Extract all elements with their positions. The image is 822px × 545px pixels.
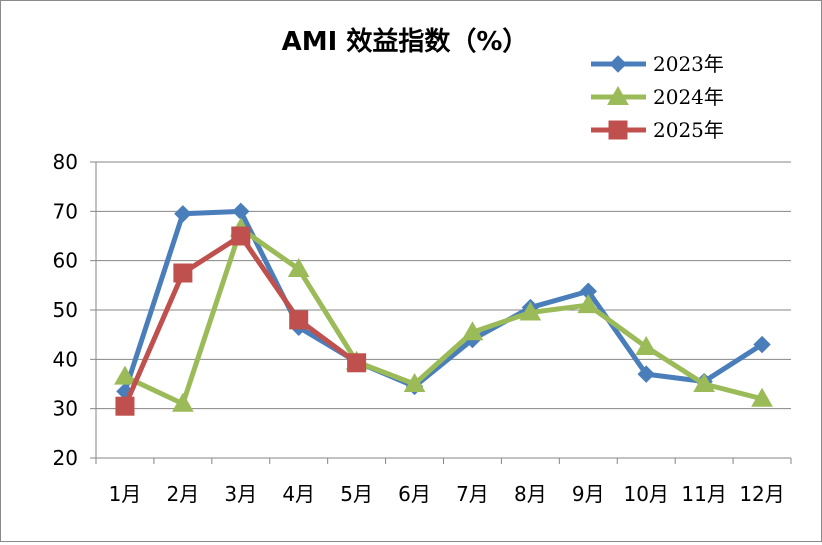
y-tick-label: 70 bbox=[53, 199, 78, 223]
y-tick-label: 30 bbox=[53, 397, 78, 421]
data-point bbox=[289, 310, 309, 330]
data-point bbox=[115, 396, 135, 416]
legend-marker bbox=[608, 120, 628, 140]
data-point bbox=[751, 387, 773, 407]
series-line bbox=[122, 208, 764, 393]
data-point bbox=[635, 335, 658, 355]
data-point bbox=[693, 372, 715, 392]
x-tick-label: 7月 bbox=[456, 482, 489, 506]
x-tick-label: 12月 bbox=[739, 482, 784, 506]
legend-label: 2025年 bbox=[653, 118, 724, 142]
data-point bbox=[461, 321, 484, 341]
x-tick-label: 9月 bbox=[572, 482, 605, 506]
data-point bbox=[519, 301, 542, 321]
legend-label: 2024年 bbox=[653, 85, 724, 109]
series-line bbox=[122, 233, 359, 408]
y-tick-label: 50 bbox=[53, 298, 78, 322]
x-tick-label: 11月 bbox=[681, 482, 726, 506]
x-tick-label: 8月 bbox=[514, 482, 547, 506]
series-layer bbox=[114, 202, 773, 416]
legend-marker bbox=[607, 85, 629, 105]
legend-item: 2025年 bbox=[591, 118, 724, 142]
data-point bbox=[637, 365, 655, 383]
data-point bbox=[347, 353, 367, 373]
data-point bbox=[753, 335, 771, 354]
legend-label: 2023年 bbox=[653, 52, 724, 76]
data-point bbox=[577, 294, 600, 314]
x-tick-label: 4月 bbox=[282, 482, 315, 506]
axes: 20 30 40 50 60 70 80 1月 2月 3月 4月 5月 6月 7月 8月 9月 10月 11月 12… bbox=[53, 150, 792, 506]
y-tick-label: 40 bbox=[53, 347, 78, 371]
data-point bbox=[403, 372, 426, 392]
y-tick-label: 80 bbox=[53, 150, 78, 174]
x-tick-label: 5月 bbox=[340, 482, 373, 506]
series-3 bbox=[115, 226, 367, 416]
data-point bbox=[232, 202, 250, 221]
y-tick-label: 20 bbox=[53, 446, 78, 470]
series-2 bbox=[114, 217, 773, 412]
x-tick-label: 6月 bbox=[398, 482, 431, 506]
data-point bbox=[287, 258, 310, 278]
data-point bbox=[173, 263, 193, 283]
x-tick-label: 2月 bbox=[167, 482, 200, 506]
data-point bbox=[174, 205, 192, 223]
x-tick-label: 3月 bbox=[224, 482, 257, 506]
data-point bbox=[172, 392, 194, 412]
legend-marker bbox=[609, 55, 627, 73]
data-point bbox=[231, 226, 251, 246]
legend-item: 2023年 bbox=[591, 52, 724, 76]
x-tick-label: 10月 bbox=[623, 482, 668, 506]
legend-item: 2024年 bbox=[591, 85, 724, 109]
y-tick-label: 60 bbox=[53, 249, 78, 273]
data-point bbox=[114, 365, 136, 385]
x-tick-label: 1月 bbox=[109, 482, 142, 506]
legend: 2023年 2024年 2025年 bbox=[591, 52, 724, 142]
chart-title: AMI 效益指数（%） bbox=[282, 26, 529, 57]
